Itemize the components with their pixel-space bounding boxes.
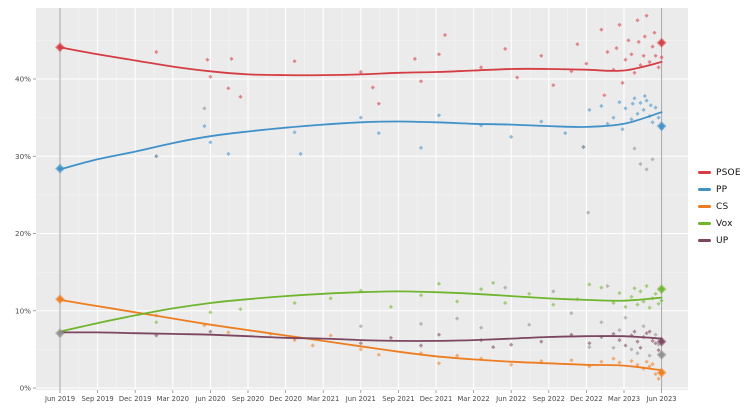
legend-color-swatch-cs [698,205,711,208]
x-axis-tick-label: Dec 2019 [119,395,152,403]
x-axis-tick-label: Jun 2021 [345,395,376,403]
chart-legend: PSOE PP CS Vox UP [698,164,741,249]
election-marker-pp [56,165,64,172]
legend-color-swatch-up [698,239,711,242]
x-axis-tick-label: Jun 2019 [44,395,75,403]
legend-color-swatch-vox [698,222,711,225]
trend-line-pp [59,111,663,171]
legend-label: Vox [716,218,733,229]
legend-item-psoe: PSOE [698,164,741,181]
x-axis-tick-label: Dec 2022 [570,395,603,403]
legend-label: CS [716,201,729,212]
election-marker-vox [658,285,665,293]
y-axis-tick-label: 40% [15,75,31,84]
y-axis-tick-label: 10% [15,306,31,315]
legend-label: PP [716,184,728,195]
y-axis-tick-label: 20% [15,229,31,238]
x-axis-tick-label: Dec 2020 [269,395,302,403]
election-marker-psoe [56,43,64,51]
x-axis-tick-label: Jun 2023 [646,395,677,403]
election-marker-other [56,329,64,337]
election-marker-psoe [658,39,665,47]
legend-item-up: UP [698,232,741,249]
legend-item-pp: PP [698,181,741,198]
legend-label: UP [716,235,729,246]
x-axis-tick-label: Jun 2022 [495,395,526,403]
x-axis-tick-label: Mar 2023 [608,395,640,403]
x-axis-tick-label: Sep 2020 [232,395,264,403]
y-axis-tick-label: 0% [20,384,32,393]
x-axis-tick-label: Dec 2021 [420,395,453,403]
trend-line-vox [59,290,663,333]
legend-label: PSOE [716,167,741,178]
x-axis-tick-label: Mar 2020 [157,395,189,403]
legend-item-cs: CS [698,198,741,215]
x-axis-tick-label: Jun 2020 [194,395,225,403]
election-marker-pp [658,122,665,130]
legend-color-swatch-pp [698,188,711,191]
x-axis-tick-label: Sep 2021 [382,395,414,403]
x-axis-tick-label: Mar 2021 [307,395,339,403]
legend-color-swatch-psoe [698,171,711,174]
election-marker-cs [658,369,665,376]
y-axis-tick-label: 30% [15,152,31,161]
election-marker-other [658,351,665,359]
trend-line-psoe [59,46,663,77]
legend-item-vox: Vox [698,215,741,232]
x-axis-tick-label: Sep 2019 [81,395,113,403]
x-axis-tick-label: Sep 2022 [533,395,565,403]
trend-line-up [59,331,663,342]
trend-line-cs [59,299,663,372]
election-marker-cs [56,295,64,303]
x-axis-tick-label: Mar 2022 [457,395,489,403]
election-marker-up [658,338,665,345]
